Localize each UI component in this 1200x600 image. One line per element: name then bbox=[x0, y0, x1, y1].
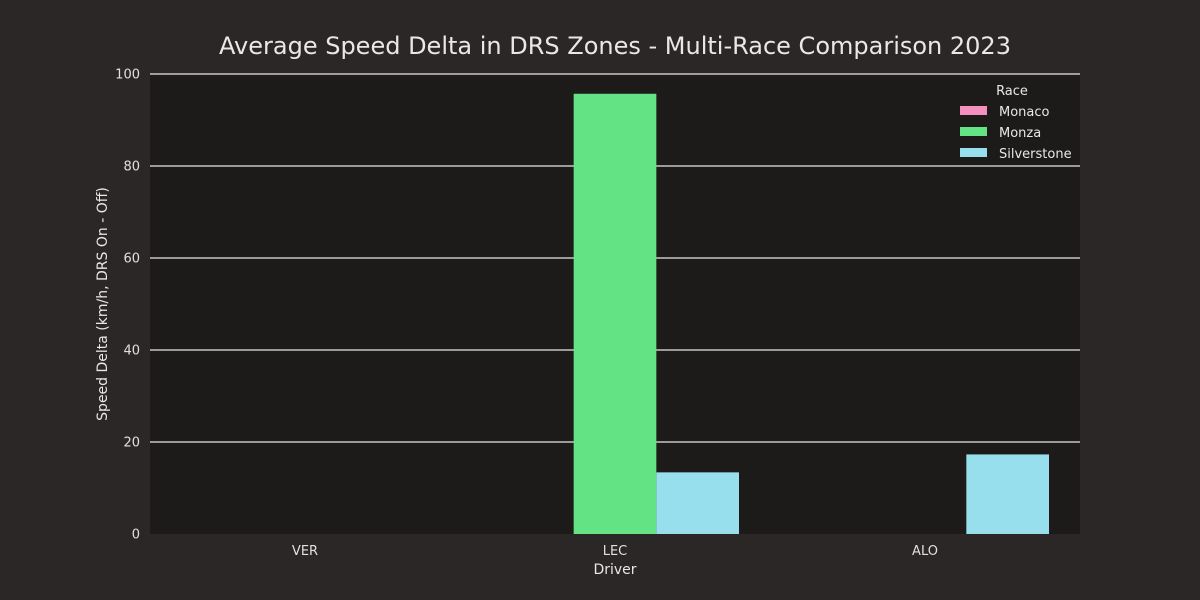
legend-label-silverstone: Silverstone bbox=[999, 147, 1072, 162]
bars bbox=[573, 93, 1049, 534]
legend-swatch-monza bbox=[960, 127, 987, 136]
y-tick-label: 40 bbox=[123, 344, 140, 359]
x-axis-label: Driver bbox=[593, 562, 636, 578]
x-tick-label: VER bbox=[292, 544, 318, 559]
legend-title: Race bbox=[996, 84, 1028, 99]
legend-items: Monaco Monza Silverstone bbox=[960, 105, 1072, 162]
legend: Race Monaco Monza Silverstone bbox=[960, 84, 1072, 162]
x-tick-label: LEC bbox=[603, 544, 628, 559]
y-tick-label: 0 bbox=[132, 528, 140, 543]
y-ticks: 0 20 40 60 80 100 bbox=[115, 68, 140, 543]
legend-label-monaco: Monaco bbox=[999, 105, 1050, 120]
legend-swatch-monaco bbox=[960, 106, 987, 115]
legend-label-monza: Monza bbox=[999, 126, 1041, 141]
y-tick-label: 20 bbox=[123, 436, 140, 451]
y-tick-label: 60 bbox=[123, 252, 140, 267]
y-axis-label: Speed Delta (km/h, DRS On - Off) bbox=[95, 187, 111, 421]
y-tick-label: 100 bbox=[115, 68, 140, 83]
bar-silverstone-lec bbox=[656, 472, 739, 534]
x-tick-label: ALO bbox=[912, 544, 938, 559]
bar-monza-lec bbox=[573, 93, 657, 534]
chart-title: Average Speed Delta in DRS Zones - Multi… bbox=[219, 32, 1011, 60]
bar-silverstone-alo bbox=[966, 454, 1049, 534]
x-ticks: VER LEC ALO bbox=[292, 544, 938, 559]
legend-swatch-silverstone bbox=[960, 148, 987, 157]
y-tick-label: 80 bbox=[123, 160, 140, 175]
